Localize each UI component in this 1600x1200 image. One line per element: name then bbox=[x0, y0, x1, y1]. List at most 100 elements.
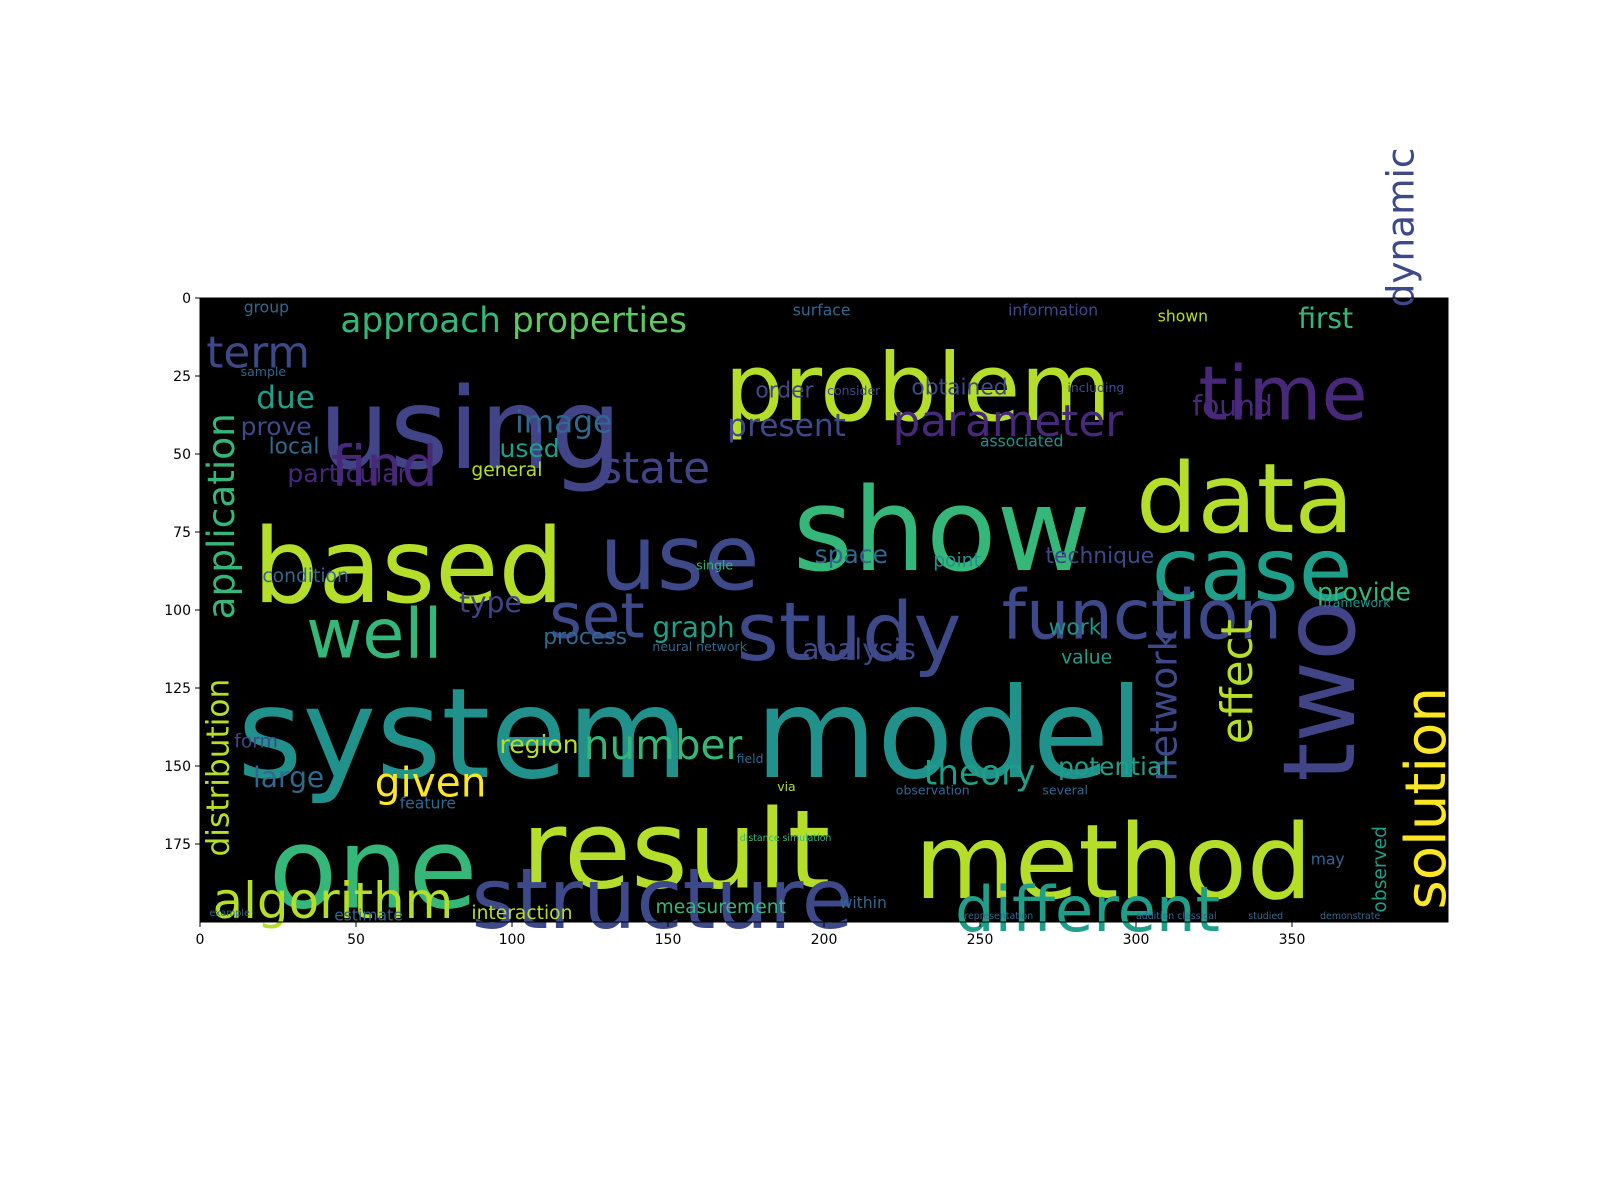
word-approach: approach bbox=[340, 301, 501, 341]
word-distance-simulation: distance simulation bbox=[740, 833, 832, 844]
word-surface: surface bbox=[793, 301, 851, 319]
word-present: present bbox=[727, 408, 846, 444]
word-result: result bbox=[521, 786, 830, 913]
word-well: well bbox=[306, 594, 442, 674]
word-process: process bbox=[543, 625, 627, 650]
y-tick-label: 25 bbox=[173, 369, 191, 385]
word-found: found bbox=[1192, 389, 1273, 422]
word-two: two bbox=[1261, 600, 1378, 782]
x-tick-label: 150 bbox=[655, 932, 682, 948]
word-effect: effect bbox=[1212, 619, 1263, 744]
word-field: field bbox=[737, 751, 764, 766]
word-provide: provide bbox=[1317, 577, 1411, 606]
word-demonstrate: demonstrate bbox=[1320, 911, 1380, 922]
word-observation: observation bbox=[896, 782, 970, 797]
word-based: based bbox=[253, 507, 564, 627]
word-dynamic: dynamic bbox=[1379, 148, 1423, 308]
word-function: function bbox=[1002, 576, 1282, 656]
y-tick-label: 50 bbox=[173, 447, 191, 463]
word-due: due bbox=[256, 380, 315, 416]
word-application: application bbox=[199, 413, 243, 619]
word-information: information bbox=[1008, 301, 1098, 319]
x-tick-label: 50 bbox=[347, 932, 365, 948]
plot-area bbox=[200, 298, 1448, 922]
word-use: use bbox=[599, 506, 759, 611]
word-form: form bbox=[234, 732, 278, 753]
word-first: first bbox=[1298, 302, 1353, 335]
word-graph: graph bbox=[652, 611, 734, 644]
word-one: one bbox=[269, 805, 478, 935]
word-term: term bbox=[206, 327, 310, 378]
word-cloud: system model using problem show based data use c… bbox=[199, 148, 1459, 949]
word-shown: shown bbox=[1158, 308, 1208, 326]
word-order: order bbox=[755, 378, 813, 403]
y-tick-label: 0 bbox=[182, 291, 191, 307]
word-space: space bbox=[815, 540, 888, 569]
word-solution: solution bbox=[1394, 687, 1459, 910]
word-time: time bbox=[1198, 350, 1367, 438]
word-data: data bbox=[1136, 442, 1354, 555]
y-tick-label: 75 bbox=[173, 525, 191, 541]
word-sample: sample bbox=[241, 364, 287, 379]
word-used: used bbox=[500, 434, 560, 463]
word-framework: framework bbox=[1323, 595, 1391, 610]
x-tick-label: 350 bbox=[1279, 932, 1306, 948]
word-neural-network: neural network bbox=[652, 639, 747, 654]
word-local: local bbox=[269, 435, 320, 460]
word-single: single bbox=[696, 558, 733, 573]
word-representation: representation bbox=[964, 911, 1033, 922]
y-tick-label: 175 bbox=[164, 837, 191, 853]
word-structure: structure bbox=[471, 850, 853, 948]
word-several: several bbox=[1042, 782, 1088, 797]
word-theory: theory bbox=[924, 754, 1036, 794]
word-may: may bbox=[1311, 851, 1345, 869]
word-analysis: analysis bbox=[802, 633, 916, 666]
word-show: show bbox=[793, 464, 1091, 598]
word-example: example bbox=[209, 908, 250, 919]
axes: 0 50 100 150 200 250 300 350 0 25 50 75 100 125 150 175 bbox=[164, 291, 1305, 948]
word-image: image bbox=[515, 405, 612, 441]
word-model: model bbox=[755, 662, 1144, 807]
x-tick-label: 0 bbox=[196, 932, 205, 948]
y-tick-label: 150 bbox=[164, 759, 191, 775]
y-tick-label: 125 bbox=[164, 681, 191, 697]
word-associated: associated bbox=[980, 433, 1063, 451]
word-number: number bbox=[584, 721, 743, 769]
word-via: via bbox=[777, 779, 796, 794]
word-study: study bbox=[737, 586, 962, 680]
word-algorithm: algorithm bbox=[213, 872, 454, 930]
word-prove: prove bbox=[241, 412, 312, 441]
word-given: given bbox=[375, 758, 487, 806]
word-distribution: distribution bbox=[201, 679, 237, 857]
word-different: different bbox=[955, 873, 1220, 946]
word-measurement: measurement bbox=[656, 897, 786, 918]
word-technique: technique bbox=[1046, 544, 1155, 569]
word-value: value bbox=[1061, 647, 1112, 668]
word-case: case bbox=[1152, 519, 1353, 621]
x-tick-label: 200 bbox=[811, 932, 838, 948]
word-estimate: estimate bbox=[334, 907, 403, 925]
word-set: set bbox=[549, 580, 644, 653]
word-particular: particular bbox=[287, 459, 408, 488]
word-addition-classical: addition classical bbox=[1136, 911, 1217, 922]
word-network: network bbox=[1142, 629, 1186, 781]
word-group: group bbox=[244, 298, 289, 316]
word-within: within bbox=[840, 894, 887, 912]
word-region: region bbox=[500, 730, 579, 759]
word-large: large bbox=[253, 761, 324, 794]
word-method: method bbox=[915, 803, 1313, 923]
word-observed: observed bbox=[1370, 826, 1391, 913]
word-condition: condition bbox=[262, 566, 348, 587]
word-type: type bbox=[459, 586, 522, 619]
word-find: find bbox=[331, 434, 438, 499]
x-tick-label: 300 bbox=[1123, 932, 1150, 948]
word-system: system bbox=[237, 662, 688, 807]
word-problem: problem bbox=[724, 334, 1111, 443]
word-obtained: obtained bbox=[911, 375, 1007, 400]
y-tick-label: 100 bbox=[164, 603, 191, 619]
word-state: state bbox=[599, 443, 710, 494]
x-tick-label: 250 bbox=[967, 932, 994, 948]
plot-frame bbox=[199, 297, 1449, 923]
word-properties: properties bbox=[512, 301, 687, 341]
